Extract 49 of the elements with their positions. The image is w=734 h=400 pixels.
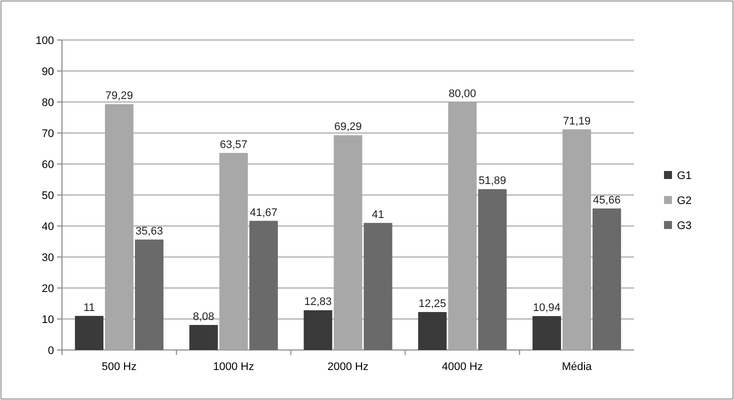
data-label: 41,67 <box>250 206 278 219</box>
bar <box>334 135 362 350</box>
bar <box>74 316 104 350</box>
y-tick-label: 10 <box>42 314 54 326</box>
legend-label: G3 <box>677 220 692 232</box>
data-label: 12,25 <box>418 298 446 310</box>
x-tick-label: 4000 Hz <box>442 361 483 373</box>
bar <box>134 240 164 350</box>
y-tick-label: 70 <box>42 128 54 140</box>
y-tick-label: 30 <box>42 252 54 264</box>
y-tick-label: 100 <box>36 34 54 47</box>
data-label: 41 <box>372 208 384 221</box>
legend-label: G1 <box>677 170 692 182</box>
bar <box>104 104 134 350</box>
bar <box>304 310 332 350</box>
bar <box>189 324 218 350</box>
bar <box>592 208 622 350</box>
x-tick-label: 500 Hz <box>102 361 137 373</box>
x-tick-label: 2000 Hz <box>328 361 368 373</box>
y-tick-label: 20 <box>42 282 54 295</box>
data-label: 71,19 <box>563 115 591 128</box>
data-label: 80,00 <box>448 88 476 100</box>
bar <box>478 189 507 350</box>
y-tick-label: 60 <box>42 158 54 171</box>
data-label: 8,08 <box>192 310 214 323</box>
data-label: 35,63 <box>135 226 163 238</box>
bar <box>249 220 278 350</box>
y-tick-label: 90 <box>42 66 54 78</box>
data-label: 63,57 <box>220 138 248 151</box>
data-label: 10,94 <box>533 302 561 314</box>
bar <box>364 222 392 350</box>
legend-label: G2 <box>677 194 692 207</box>
data-label: 11 <box>83 302 95 314</box>
x-tick-label: 1000 Hz <box>213 361 254 373</box>
bar <box>562 129 592 350</box>
bar <box>418 312 447 350</box>
data-label: 45,66 <box>593 194 621 206</box>
data-label: 12,83 <box>304 296 332 308</box>
data-label: 69,29 <box>334 121 362 134</box>
x-tick-label: Média <box>562 361 593 373</box>
bar <box>448 102 477 350</box>
y-tick-label: 40 <box>42 220 54 233</box>
bar <box>219 152 248 350</box>
y-tick-label: 0 <box>48 344 54 357</box>
data-label: 79,29 <box>105 90 133 102</box>
y-tick-label: 50 <box>42 190 54 202</box>
y-tick-label: 80 <box>42 96 54 109</box>
data-label: 51,89 <box>478 175 506 188</box>
bar <box>532 316 562 350</box>
